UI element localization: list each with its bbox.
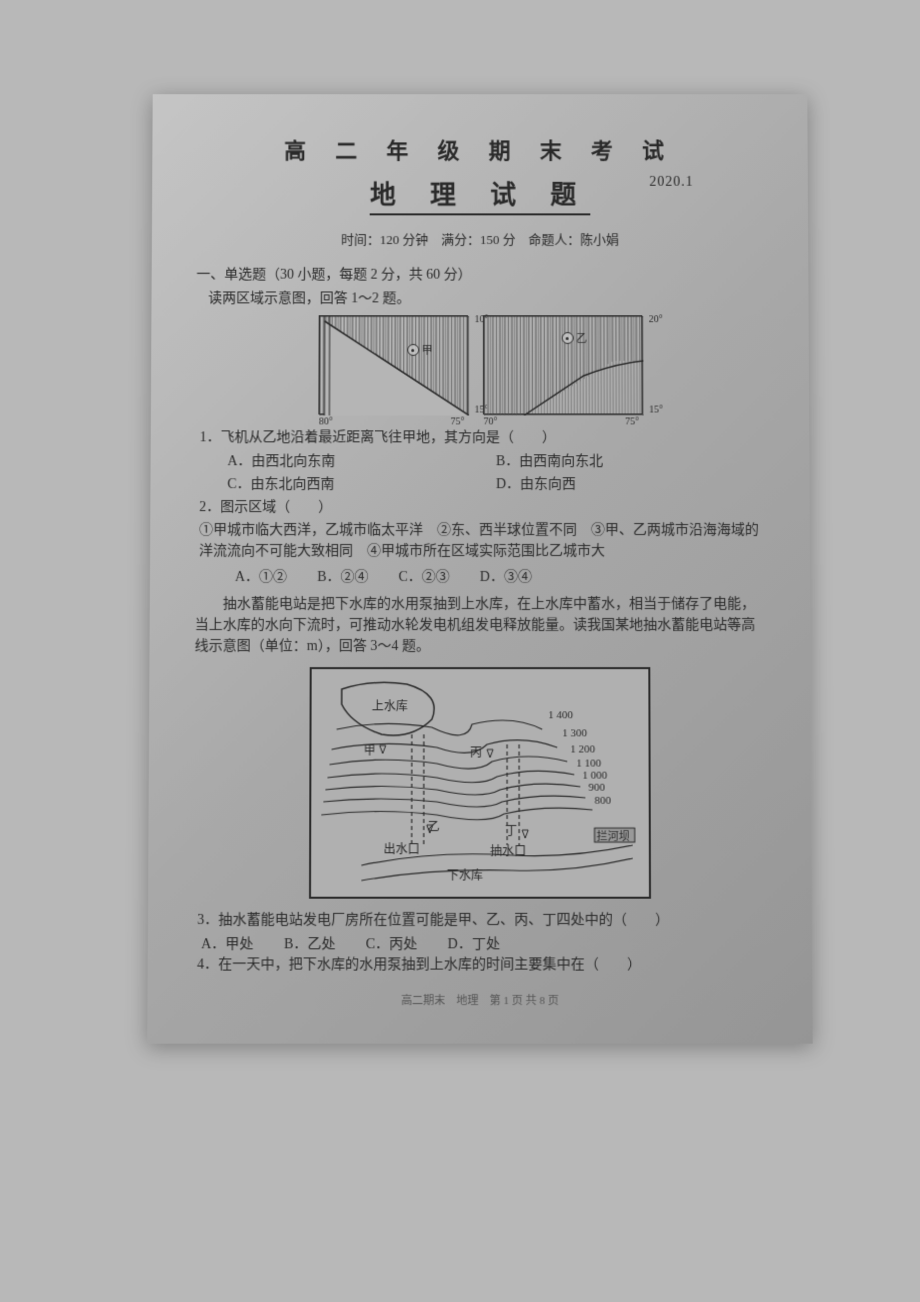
label-yi: 乙 bbox=[428, 818, 440, 835]
q2-detail: ①甲城市临大西洋，乙城市临太平洋 ②东、西半球位置不同 ③甲、乙两城市沿海海域的… bbox=[199, 520, 765, 562]
q3-stem: 3．抽水蓄能电站发电厂房所在位置可能是甲、乙、丙、丁四处中的（ ） bbox=[197, 909, 767, 929]
label-dam: 拦河坝 bbox=[597, 828, 630, 844]
coord-left-80: 80° bbox=[319, 416, 333, 427]
instruction-1: 读两区域示意图，回答 1～2 题。 bbox=[208, 288, 763, 308]
map-right: 乙 20° 15° 70° 75° bbox=[482, 315, 642, 414]
city-label-jia: 甲 bbox=[422, 342, 433, 358]
q1-opt-d: D．由东向西 bbox=[496, 473, 765, 493]
map-left-svg bbox=[319, 316, 469, 415]
label-inlet: 抽水口 bbox=[490, 842, 526, 859]
exam-date: 2020.1 bbox=[649, 175, 693, 191]
coord-right-75: 75° bbox=[625, 416, 639, 427]
passage-2: 抽水蓄能电站是把下水库的水用泵抽到上水库，在上水库中蓄水，相当于储存了电能，当上… bbox=[195, 594, 766, 657]
coord-right-70: 70° bbox=[483, 416, 497, 427]
label-lower: 下水库 bbox=[447, 866, 483, 883]
section-title: 一、单选题（30 小题，每题 2 分，共 60 分） bbox=[196, 264, 763, 284]
coord-left-75: 75° bbox=[451, 416, 465, 427]
map-right-svg bbox=[483, 316, 643, 415]
contour-1400: 1 400 bbox=[548, 709, 573, 721]
contour-1100: 1 100 bbox=[576, 758, 601, 770]
meta-line: 时间：120 分钟 满分：150 分 命题人：陈小娟 bbox=[197, 229, 764, 248]
q3-opt-a: A．甲处 bbox=[201, 933, 254, 953]
q1-opt-c: C．由东北向西南 bbox=[227, 473, 496, 493]
contour-container: 上水库 甲 丙 乙 丁 出水口 抽水口 拦河坝 下水库 1 400 1 300 … bbox=[193, 667, 766, 899]
city-marker-jia bbox=[407, 344, 419, 356]
contour-800: 800 bbox=[594, 795, 611, 807]
label-bing: 丙 bbox=[470, 743, 482, 760]
q3-options: A．甲处 B．乙处 C．丙处 D．丁处 bbox=[201, 933, 767, 953]
q2-options: A．①② B．②④ C．②③ D．③④ bbox=[235, 566, 765, 586]
label-outlet: 出水口 bbox=[384, 840, 420, 857]
contour-1200: 1 200 bbox=[570, 743, 595, 755]
q1-opt-b: B．由西南向东北 bbox=[496, 450, 765, 470]
exam-paper: 高 二 年 级 期 末 考 试 地 理 试 题 2020.1 时间：120 分钟… bbox=[147, 94, 813, 1043]
label-jia: 甲 bbox=[364, 741, 376, 758]
q1-opt-a: A．由西北向东南 bbox=[227, 450, 496, 470]
contour-900: 900 bbox=[588, 782, 605, 794]
q1-options: A．由西北向东南 B．由西南向东北 C．由东北向西南 D．由东向西 bbox=[227, 450, 764, 496]
coord-right-20: 20° bbox=[649, 314, 663, 325]
q2-opt-a: A．①② bbox=[235, 566, 287, 586]
q2-stem: 2．图示区域（ ） bbox=[199, 496, 765, 516]
q1-stem: 1．飞机从乙地沿着最近距离飞往甲地，其方向是（ ） bbox=[200, 426, 765, 446]
contour-1000: 1 000 bbox=[582, 770, 607, 782]
map-left: 甲 10° 15° 80° 75° bbox=[318, 315, 468, 414]
city-label-yi: 乙 bbox=[576, 330, 587, 346]
q3-opt-d: D．丁处 bbox=[448, 933, 500, 953]
q4-stem: 4．在一天中，把下水库的水用泵抽到上水库的时间主要集中在（ ） bbox=[197, 953, 767, 973]
q3-opt-b: B．乙处 bbox=[284, 933, 336, 953]
main-title: 高 二 年 级 期 末 考 试 bbox=[197, 134, 763, 166]
maps-container: 甲 10° 15° 80° 75° 乙 20° 15° 70° bbox=[196, 315, 765, 414]
q3-opt-c: C．丙处 bbox=[366, 933, 418, 953]
sub-title-row: 地 理 试 题 2020.1 bbox=[197, 175, 764, 215]
contour-1300: 1 300 bbox=[562, 727, 587, 739]
q2-opt-c: C．②③ bbox=[398, 566, 449, 586]
label-ding: 丁 bbox=[505, 822, 517, 839]
coord-right-15: 15° bbox=[649, 405, 663, 416]
q2-opt-b: B．②④ bbox=[317, 566, 368, 586]
contour-map: 上水库 甲 丙 乙 丁 出水口 抽水口 拦河坝 下水库 1 400 1 300 … bbox=[309, 667, 651, 899]
label-upper: 上水库 bbox=[372, 697, 408, 714]
q2-opt-d: D．③④ bbox=[480, 566, 532, 586]
city-marker-yi bbox=[561, 332, 573, 344]
page-footer: 高二期末 地理 第 1 页 共 8 页 bbox=[193, 992, 767, 1008]
sub-title: 地 理 试 题 bbox=[370, 175, 590, 215]
